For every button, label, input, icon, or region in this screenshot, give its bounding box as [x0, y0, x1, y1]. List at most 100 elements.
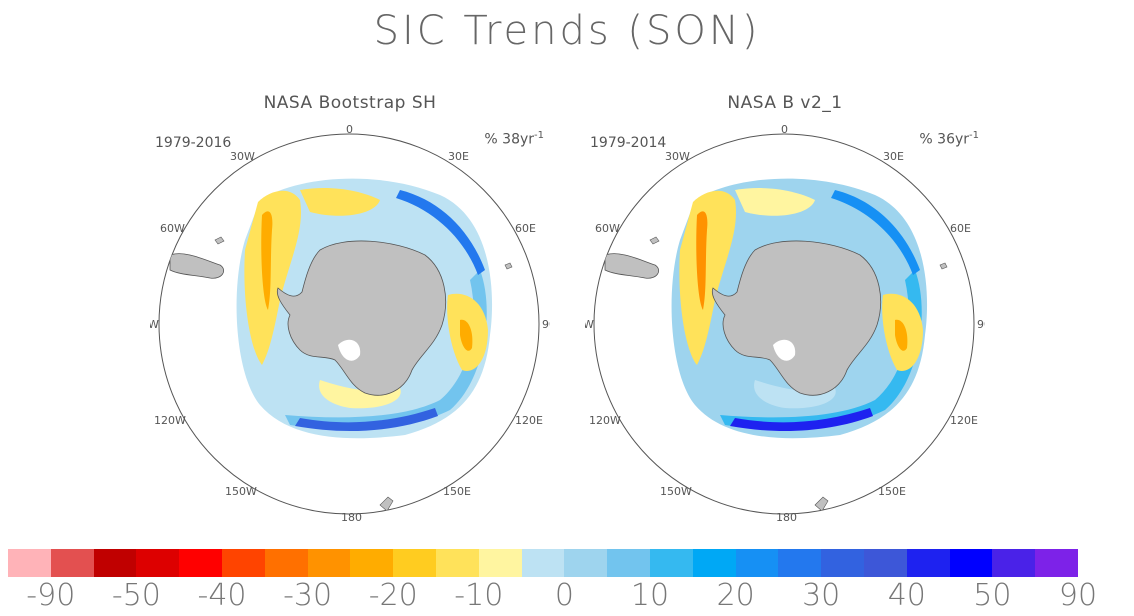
figure-title: SIC Trends (SON): [373, 8, 761, 54]
lon-label-60e: 60E: [950, 222, 971, 235]
south-america-tip: [169, 253, 224, 279]
colorbar-cell: [649, 549, 693, 577]
lon-label-30e: 30E: [883, 150, 904, 163]
colorbar-tick-label: -10: [454, 578, 504, 613]
lon-label-150e: 150E: [878, 485, 906, 498]
panel-title: NASA Bootstrap SH: [263, 93, 437, 113]
sea-ice-yellow-ross: [754, 380, 836, 409]
colorbar-tick-label: 50: [973, 578, 1012, 613]
sea-ice-yellow-north: [300, 188, 380, 216]
ross-ice-shelf: [338, 339, 361, 361]
sea-ice-dark-blue-band: [730, 408, 873, 432]
falkland-islands: [214, 236, 225, 245]
new-zealand-tip: [379, 496, 394, 512]
antarctica-landmass: [276, 240, 447, 396]
colorbar-cell: [8, 549, 51, 577]
colorbar-cell: [393, 549, 436, 577]
polar-map: 0 30E 60E 90E 120E 150E 180 150W 120W 90…: [150, 123, 550, 524]
colorbar-tick-label: 40: [887, 578, 926, 613]
unit-label: % 36yr-1: [919, 130, 979, 148]
map-panel-v2: 0 30E 60E 90E 120E 150E 180 150W 120W 90…: [585, 90, 985, 530]
lon-label-60w: 60W: [595, 222, 620, 235]
colorbar-cell: [478, 549, 522, 577]
sea-ice-orange-weddell: [696, 211, 708, 310]
colorbar-tick-label: -30: [283, 578, 333, 613]
lon-label-30w: 30W: [230, 150, 255, 163]
sea-ice-orange-east: [460, 319, 473, 351]
colorbar-cell: [821, 549, 864, 577]
lon-label-150e: 150E: [443, 485, 471, 498]
kerguelen: [504, 262, 513, 270]
period-label: 1979-2014: [590, 135, 667, 151]
colorbar-cell: [863, 549, 907, 577]
colorbar-cell: [607, 549, 650, 577]
lon-label-150w: 150W: [660, 485, 692, 498]
period-label: 1979-2016: [155, 135, 232, 151]
colorbar-cell: [906, 549, 950, 577]
colorbar: [8, 549, 1078, 577]
new-zealand-tip: [814, 496, 829, 512]
lon-label-120e: 120E: [950, 414, 978, 427]
colorbar-tick-label: -50: [111, 578, 161, 613]
sea-ice-upper-blue-arc: [831, 190, 920, 275]
colorbar-cell: [1035, 549, 1078, 577]
lon-label-180: 180: [776, 511, 797, 524]
colorbar-tick-label: 0: [554, 578, 574, 613]
sea-ice-yellow-weddell: [244, 190, 301, 365]
colorbar-cell: [564, 549, 608, 577]
sea-ice-yellow-weddell: [679, 190, 736, 365]
polar-map: 0 30E 60E 90E 120E 150E 180 150W 120W 90…: [585, 123, 985, 524]
colorbar-cell: [735, 549, 779, 577]
sea-ice-yellow-ross: [319, 380, 401, 409]
antarctica-landmass: [711, 240, 882, 396]
south-america-tip: [604, 253, 659, 279]
lon-label-90e: 90E: [977, 318, 985, 331]
lon-label-30e: 30E: [448, 150, 469, 163]
lon-label-120w: 120W: [154, 414, 186, 427]
colorbar-cell: [992, 549, 1036, 577]
lon-label-120w: 120W: [589, 414, 621, 427]
lon-label-90e: 90E: [542, 318, 550, 331]
colorbar-cell: [778, 549, 822, 577]
colorbar-tick-label: 10: [630, 578, 670, 613]
lon-label-90w: 90W: [150, 318, 159, 331]
lon-label-30w: 30W: [665, 150, 690, 163]
colorbar-cell: [93, 549, 137, 577]
colorbar-cell: [692, 549, 736, 577]
colorbar-tick-label: 20: [716, 578, 755, 613]
lon-label-90w: 90W: [585, 318, 594, 331]
lon-label-0: 0: [781, 123, 788, 136]
colorbar-labels: -90 -50 -40 -30 -20 -10 0 10 20 30 40 50 90: [0, 578, 1134, 614]
sea-ice-yellow-north: [735, 188, 815, 216]
sea-ice-orange-east: [895, 319, 908, 351]
colorbar-tick-label: 30: [802, 578, 841, 613]
colorbar-cell: [521, 549, 565, 577]
colorbar-tick-label: 90: [1058, 578, 1098, 613]
unit-label: % 38yr-1: [484, 130, 544, 148]
colorbar-cell: [307, 549, 351, 577]
colorbar-cell: [949, 549, 993, 577]
colorbar-cell: [264, 549, 308, 577]
sea-ice-upper-blue-arc: [396, 190, 485, 275]
sea-ice-dark-blue-band: [295, 408, 438, 432]
kerguelen: [939, 262, 948, 270]
colorbar-cell: [179, 549, 222, 577]
colorbar-cell: [136, 549, 180, 577]
colorbar-tick-label: -90: [26, 578, 76, 613]
panel-title: NASA B v2_1: [727, 93, 843, 113]
map-panel-bootstrap: 0 30E 60E 90E 120E 150E 180 150W 120W 90…: [150, 90, 550, 530]
colorbar-tick-label: -20: [368, 578, 418, 613]
lon-label-150w: 150W: [225, 485, 257, 498]
falkland-islands: [649, 236, 660, 245]
ross-ice-shelf: [773, 339, 796, 361]
colorbar-cell: [50, 549, 94, 577]
lon-label-0: 0: [346, 123, 353, 136]
colorbar-tick-label: -40: [197, 578, 247, 613]
lon-label-60e: 60E: [515, 222, 536, 235]
lon-label-60w: 60W: [160, 222, 185, 235]
colorbar-cell: [350, 549, 394, 577]
colorbar-cell: [221, 549, 265, 577]
sea-ice-orange-weddell: [261, 211, 273, 310]
lon-label-180: 180: [341, 511, 362, 524]
lon-label-120e: 120E: [515, 414, 543, 427]
